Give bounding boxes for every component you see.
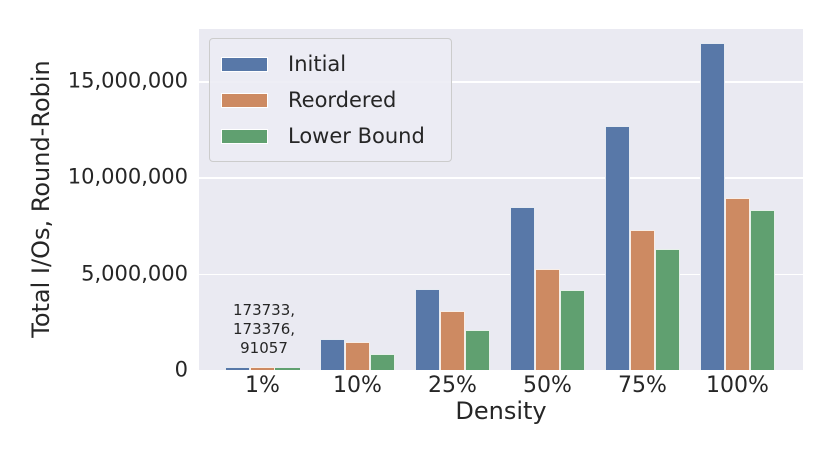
legend: Initial Reordered Lower Bound: [209, 38, 452, 162]
x-tick-label: 100%: [706, 373, 769, 398]
gridline: [199, 81, 803, 83]
bar-lower-bound-75%: [655, 249, 680, 370]
x-tick-label: 25%: [428, 373, 477, 398]
legend-item-reordered: Reordered: [221, 82, 437, 118]
bar-lower-bound-50%: [560, 290, 585, 370]
bar-reordered-1%: [250, 366, 275, 370]
bar-initial-100%: [700, 43, 725, 370]
x-tick-label: 10%: [333, 373, 382, 398]
bar-reordered-50%: [535, 269, 560, 370]
bar-reordered-10%: [345, 342, 370, 370]
legend-swatch-icon: [221, 128, 268, 144]
bar-lower-bound-1%: [275, 368, 300, 370]
legend-swatch-icon: [221, 92, 268, 108]
gridline: [199, 273, 803, 276]
bar-reordered-100%: [725, 198, 750, 370]
bar-initial-1%: [225, 366, 250, 370]
legend-label: Lower Bound: [288, 123, 425, 148]
x-tick-label: 75%: [618, 373, 667, 398]
gridline: [199, 177, 803, 179]
y-tick-label: 15,000,000: [67, 68, 188, 93]
annotation-line: 173376,: [232, 320, 296, 338]
y-tick-label: 0: [174, 357, 188, 382]
annotation-line: 91057: [240, 339, 288, 357]
y-tick-label: 5,000,000: [81, 261, 188, 286]
bar-lower-bound-10%: [370, 354, 395, 370]
bar-reordered-75%: [630, 229, 655, 370]
bar-reordered-25%: [440, 311, 465, 370]
bar-initial-75%: [605, 125, 630, 370]
annotation-line: 173733,: [232, 301, 296, 319]
x-tick-label: 1%: [245, 373, 280, 398]
bar-lower-bound-100%: [750, 210, 775, 370]
legend-item-lower-bound: Lower Bound: [221, 118, 437, 154]
y-tick-label: 10,000,000: [67, 164, 188, 189]
bar-initial-50%: [510, 207, 535, 370]
value-annotation: 173733, 173376, 91057: [233, 301, 295, 358]
x-axis-label: Density: [455, 397, 547, 425]
bar-lower-bound-25%: [465, 329, 490, 370]
legend-item-initial: Initial: [221, 46, 437, 82]
y-axis-label: Total I/Os, Round-Robin: [27, 60, 55, 338]
x-tick-label: 50%: [523, 373, 572, 398]
legend-swatch-icon: [221, 56, 268, 72]
legend-label: Reordered: [288, 87, 397, 112]
bar-initial-10%: [320, 339, 345, 370]
legend-label: Initial: [288, 51, 347, 76]
bar-initial-25%: [415, 289, 440, 370]
